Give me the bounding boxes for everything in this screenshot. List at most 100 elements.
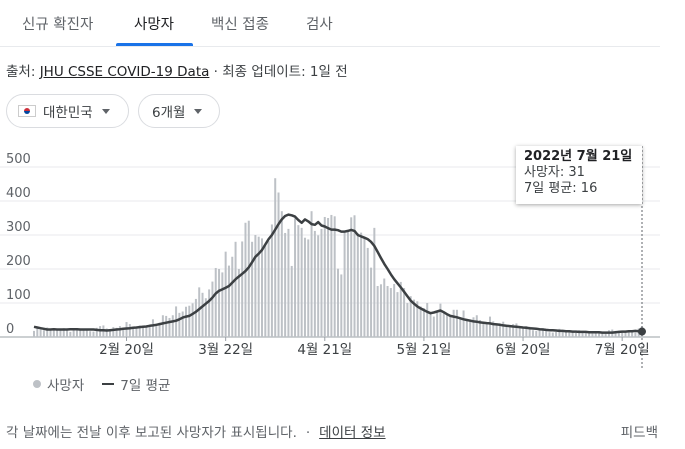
bar [39, 329, 42, 337]
bar [145, 326, 148, 337]
about-data-link[interactable]: 데이터 정보 [319, 425, 386, 441]
bar [446, 314, 449, 337]
source-link[interactable]: JHU CSSE COVID-19 Data [39, 64, 210, 80]
bar [105, 328, 108, 337]
bar [565, 330, 567, 337]
period-label: 6개월 [152, 105, 186, 121]
bar [393, 283, 396, 337]
tab-new-cases[interactable]: 신규 확진자 [22, 17, 94, 33]
bar [512, 324, 515, 337]
bar [422, 308, 425, 337]
bar [92, 331, 95, 337]
bar [574, 332, 577, 337]
bar [482, 322, 485, 337]
bar [469, 319, 472, 337]
bar [267, 241, 270, 337]
bar [528, 326, 531, 337]
x-tick-label: 4월 21일 [297, 342, 352, 358]
bar [373, 227, 376, 337]
bar [214, 267, 217, 337]
bar [561, 330, 564, 337]
bar [601, 333, 604, 337]
period-dropdown[interactable]: 6개월 [138, 94, 220, 128]
bar [112, 327, 115, 337]
tooltip-average: 7일 평균: 16 [524, 181, 598, 196]
bar [578, 330, 581, 337]
bar [614, 330, 617, 337]
bar [317, 235, 320, 337]
feedback-link[interactable]: 피드백 [620, 425, 658, 441]
bar [75, 328, 78, 337]
footer-note: 각 날짜에는 전날 이후 보고된 사망자가 표시됩니다. · 데이터 정보 [6, 421, 386, 441]
bar [277, 192, 280, 337]
bar [138, 325, 141, 337]
bar [617, 330, 620, 337]
bar [300, 227, 303, 337]
bar [194, 298, 197, 337]
bar [396, 292, 399, 337]
country-dropdown[interactable]: 대한민국 [6, 94, 129, 128]
data-source-line: 출처: JHU CSSE COVID-19 Data · 최종 업데이트: 1일… [6, 60, 348, 80]
x-tick-label: 6월 20일 [496, 342, 551, 358]
bar [208, 289, 211, 337]
tab-tests[interactable]: 검사 [306, 17, 333, 33]
bar [426, 303, 429, 337]
bar [363, 238, 366, 337]
bar [485, 322, 488, 337]
bar [224, 251, 227, 337]
bar [115, 327, 118, 337]
bar [462, 310, 465, 337]
bar [379, 284, 382, 337]
bar [72, 329, 75, 337]
bar [604, 333, 607, 337]
bar [432, 316, 435, 337]
y-tick-label: 200 [6, 254, 31, 269]
deaths-chart[interactable]: 0 100 200 300 400 500 2월 20일 3월 22일 4월 21일 5월 21… [0, 140, 685, 368]
bar [284, 232, 287, 337]
bar [287, 228, 290, 337]
bar [99, 326, 102, 337]
tooltip-date: 2022년 7월 21일 [524, 149, 633, 164]
bar [386, 286, 389, 337]
bar [49, 330, 52, 337]
bar [436, 312, 439, 337]
bar [237, 269, 240, 337]
footer-text: 각 날짜에는 전날 이후 보고된 사망자가 표시됩니다. [6, 425, 297, 441]
bar [297, 225, 300, 337]
bar [403, 288, 406, 337]
bar [151, 319, 154, 337]
bar [303, 237, 306, 337]
bar [555, 331, 558, 337]
bar [89, 331, 92, 337]
bar [370, 267, 373, 337]
line-legend-dash-icon [102, 383, 115, 385]
bar [545, 330, 548, 337]
y-tick-label: 500 [6, 152, 31, 167]
bar [95, 327, 98, 337]
bar [280, 211, 283, 337]
bar [313, 230, 316, 337]
bar [634, 332, 637, 337]
bar [211, 281, 214, 337]
bar [568, 331, 571, 337]
tab-vaccinations[interactable]: 백신 접종 [211, 17, 269, 33]
bar [548, 332, 551, 337]
bar [270, 224, 273, 337]
bar [584, 331, 587, 337]
bar [340, 274, 343, 337]
bar [624, 332, 627, 337]
bar [538, 328, 541, 337]
tab-deaths[interactable]: 사망자 [134, 17, 175, 33]
chart-tooltip: 2022년 7월 21일 사망자: 31 7일 평균: 16 [516, 146, 642, 204]
bar [591, 333, 594, 337]
bar [346, 230, 349, 337]
last-updated: · 최종 업데이트: 1일 전 [209, 64, 348, 80]
bar [261, 238, 263, 337]
bar [82, 329, 85, 337]
bar [181, 311, 184, 337]
separator: · [305, 425, 311, 441]
bar [360, 232, 363, 337]
bar [409, 296, 412, 337]
bar [290, 265, 293, 337]
bar [631, 331, 634, 337]
